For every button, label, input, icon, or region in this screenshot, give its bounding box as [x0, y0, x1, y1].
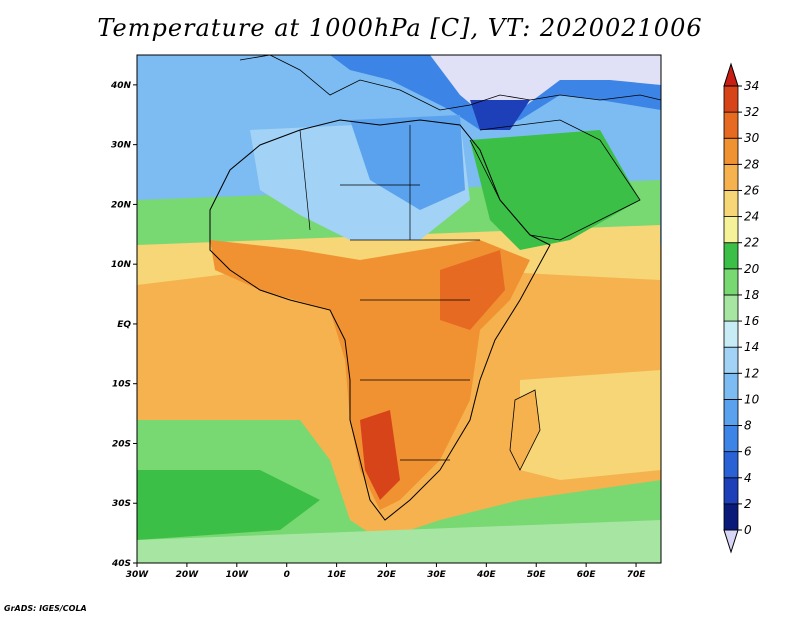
- colorbar-label: 30: [744, 131, 760, 145]
- arabia-coastline: [469, 119, 641, 241]
- y-tick-label: 10N: [111, 260, 132, 270]
- colorbar-label: 34: [744, 79, 759, 93]
- x-tick-label: 10E: [327, 570, 347, 580]
- colorbar-label: 0: [744, 523, 752, 537]
- colorbar-box: [723, 163, 739, 191]
- colorbar-box: [723, 320, 739, 348]
- field-southern-ocean: [137, 520, 661, 563]
- colorbar-box: [723, 190, 739, 217]
- europe-coastline: [239, 55, 661, 111]
- colorbar-label: 6: [744, 445, 752, 459]
- colorbar-box: [723, 425, 739, 453]
- map-frame: [136, 54, 662, 564]
- field-kalahari-hot: [360, 410, 400, 500]
- y-tick-label: 20N: [111, 200, 132, 210]
- y-tick-label: 10S: [112, 380, 131, 390]
- x-tick-label: 20W: [176, 570, 200, 580]
- x-tick-label: 0: [284, 570, 290, 580]
- colorbar-box: [723, 477, 739, 505]
- y-tick-label: 40S: [111, 559, 131, 569]
- colorbar-box: [723, 372, 739, 400]
- colorbar-box: [723, 216, 739, 244]
- colorbar-label: 8: [744, 419, 752, 433]
- y-tick-label: 30N: [111, 141, 132, 151]
- axis-ticks: 30W 20W 10W 0 10E 20E 30E 40E 50E 60E 70E 40N 30N 20N…: [110, 81, 646, 580]
- colorbar-box: [723, 85, 739, 113]
- colorbar-box: [723, 137, 739, 165]
- x-tick-label: 40E: [476, 570, 497, 580]
- country-borders: [299, 125, 480, 461]
- chart-title: Temperature at 1000hPa [C], VT: 20200210…: [97, 14, 703, 42]
- colorbar-label: 24: [744, 210, 759, 224]
- y-tick-label: 40N: [110, 81, 132, 91]
- y-tick-label: 30S: [112, 499, 131, 509]
- colorbar-box: [723, 242, 739, 270]
- x-tick-label: 70E: [627, 570, 647, 580]
- colorbar-under-triangle: [723, 529, 739, 554]
- field-indian-ocean: [520, 370, 661, 480]
- colorbar-box: [723, 451, 739, 479]
- field-arabia: [470, 130, 640, 250]
- temperature-field: [137, 55, 661, 563]
- colorbar-label: 16: [744, 314, 760, 328]
- x-tick-label: 20E: [377, 570, 397, 580]
- colorbar-label: 20: [744, 262, 760, 276]
- x-tick-label: 30W: [126, 570, 150, 580]
- field-egypt-libya: [350, 115, 465, 210]
- colorbar-over-triangle: [723, 62, 739, 87]
- field-south-atlantic-cool: [137, 470, 320, 540]
- colorbar-label: 26: [744, 183, 760, 197]
- colorbar-box: [723, 346, 739, 374]
- y-tick-label: 20S: [112, 439, 131, 449]
- colorbar-label: 10: [744, 392, 760, 406]
- x-tick-label: 10W: [226, 570, 250, 580]
- colorbar-label: 18: [744, 288, 760, 302]
- field-east-africa-hot: [440, 250, 505, 330]
- colorbar-label: 32: [744, 105, 759, 119]
- colorbar-box: [723, 268, 739, 296]
- colorbar-box: [723, 399, 739, 426]
- colorbar-box: [723, 294, 739, 322]
- madagascar: [509, 389, 541, 471]
- y-tick-label: EQ: [117, 320, 131, 330]
- credit-text: GrADS: IGES/COLA: [4, 604, 87, 613]
- colorbar-label: 28: [744, 157, 760, 171]
- field-anatolia-cold: [470, 100, 530, 130]
- colorbar-label: 14: [744, 340, 759, 354]
- colorbar-box: [723, 111, 739, 139]
- colorbar-box: [723, 503, 739, 531]
- colorbar-label: 22: [744, 236, 759, 250]
- africa-coastline: [209, 119, 551, 521]
- colorbar-label: 12: [744, 366, 759, 380]
- colorbar-label: 4: [744, 471, 752, 485]
- x-tick-label: 60E: [577, 570, 597, 580]
- x-tick-label: 30E: [427, 570, 447, 580]
- x-tick-label: 50E: [527, 570, 547, 580]
- colorbar-label: 2: [744, 497, 752, 511]
